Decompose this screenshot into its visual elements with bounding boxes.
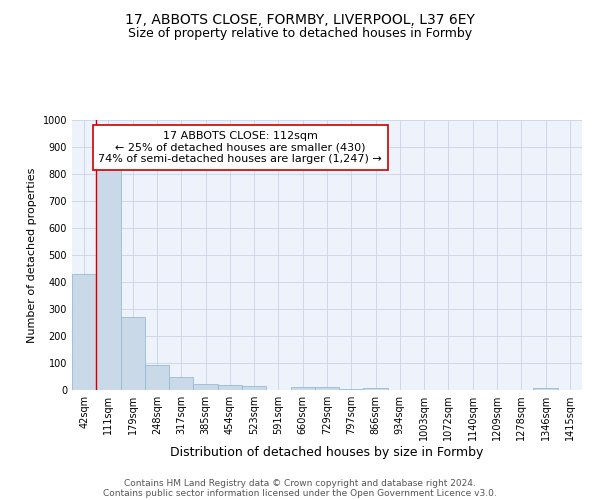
Bar [145, 365, 169, 390]
Bar [339, 388, 364, 390]
X-axis label: Distribution of detached houses by size in Formby: Distribution of detached houses by size … [170, 446, 484, 459]
Bar [193, 384, 218, 390]
Y-axis label: Number of detached properties: Number of detached properties [27, 168, 37, 342]
Text: Contains HM Land Registry data © Crown copyright and database right 2024.: Contains HM Land Registry data © Crown c… [124, 478, 476, 488]
Text: Size of property relative to detached houses in Formby: Size of property relative to detached ho… [128, 28, 472, 40]
Bar [242, 386, 266, 390]
Bar [533, 388, 558, 390]
Text: 17, ABBOTS CLOSE, FORMBY, LIVERPOOL, L37 6EY: 17, ABBOTS CLOSE, FORMBY, LIVERPOOL, L37… [125, 12, 475, 26]
Bar [96, 168, 121, 390]
Bar [169, 378, 193, 390]
Bar [315, 388, 339, 390]
Text: 17 ABBOTS CLOSE: 112sqm
← 25% of detached houses are smaller (430)
74% of semi-d: 17 ABBOTS CLOSE: 112sqm ← 25% of detache… [98, 131, 382, 164]
Bar [218, 386, 242, 390]
Bar [364, 388, 388, 390]
Text: Contains public sector information licensed under the Open Government Licence v3: Contains public sector information licen… [103, 488, 497, 498]
Bar [121, 317, 145, 390]
Bar [72, 274, 96, 390]
Bar [290, 388, 315, 390]
